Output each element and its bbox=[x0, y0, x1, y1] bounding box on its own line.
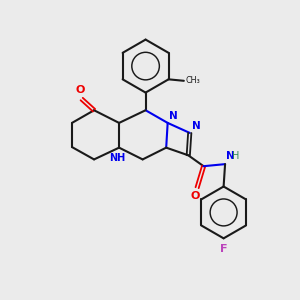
Text: H: H bbox=[232, 151, 240, 160]
Text: NH: NH bbox=[110, 153, 126, 163]
Text: CH₃: CH₃ bbox=[185, 76, 200, 85]
Text: O: O bbox=[190, 191, 200, 201]
Text: N: N bbox=[192, 121, 201, 130]
Text: N: N bbox=[169, 111, 178, 121]
Text: F: F bbox=[220, 244, 227, 254]
Text: N: N bbox=[226, 151, 234, 160]
Text: O: O bbox=[76, 85, 85, 94]
